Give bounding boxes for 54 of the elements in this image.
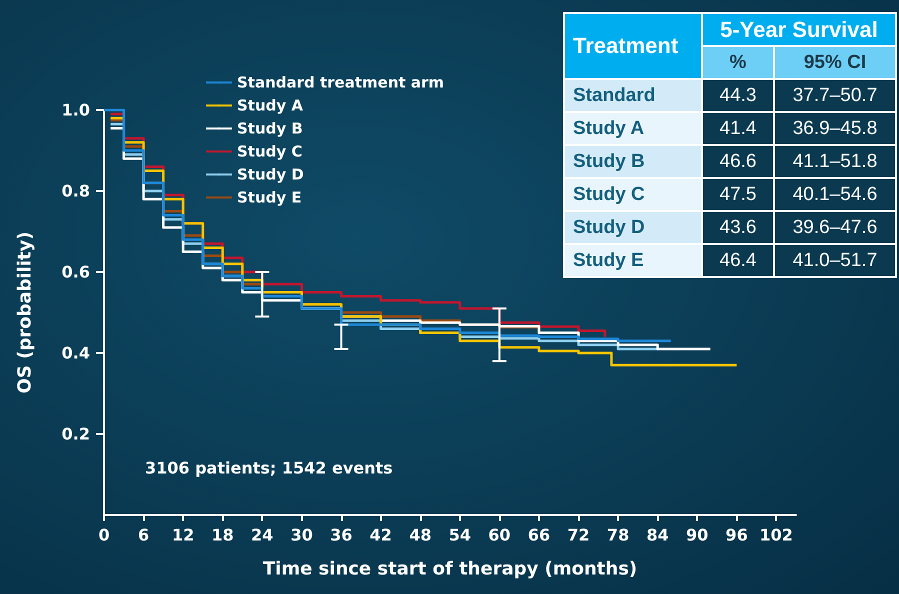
- annotation: 41.1–51.8: [774, 145, 896, 178]
- y-axis-title: OS (probability): [14, 232, 36, 394]
- text: 95% CI: [774, 46, 896, 79]
- text: Treatment: [564, 13, 702, 79]
- x-tick-label: 96: [726, 526, 748, 544]
- y-tick-label: 0.8: [62, 182, 90, 200]
- x-tick-label: 6: [138, 526, 150, 544]
- y-tick-label: 0.6: [62, 262, 90, 282]
- annotation: 43.6: [702, 211, 774, 244]
- text: Standard: [564, 79, 702, 112]
- x-axis-title: Time since start of therapy (months): [262, 558, 638, 580]
- x-tick-label: 84: [646, 526, 669, 544]
- annotation: 3106 patients; 1542 events: [145, 458, 393, 478]
- annotation: Study D: [564, 211, 702, 244]
- y-tick-label: 0.2: [62, 424, 90, 444]
- annotation: Study E: [564, 244, 702, 277]
- x-tick-label: 54: [448, 526, 472, 544]
- annotation: Study C: [564, 178, 702, 211]
- x-tick-label: 42: [370, 526, 392, 544]
- text: %: [702, 46, 774, 79]
- legend-label: Standard treatment arm: [237, 74, 444, 92]
- annotation: 47.5: [702, 178, 774, 211]
- legend-label: Study C: [237, 142, 302, 160]
- x-tick-label: 18: [211, 526, 234, 544]
- legend-label: Study E: [237, 188, 302, 206]
- x-tick-label: 60: [488, 526, 511, 544]
- text: 5-Year Survival: [702, 13, 896, 46]
- annotation: 46.4: [702, 244, 774, 277]
- x-tick-label: 78: [606, 526, 630, 544]
- x-tick-label: 48: [409, 526, 432, 544]
- text: 44.3: [702, 79, 774, 112]
- x-tick-label: 90: [686, 526, 708, 544]
- x-tick-label: 24: [251, 526, 274, 544]
- text: 37.7–50.7: [774, 79, 896, 112]
- annotation: 46.6: [702, 145, 774, 178]
- annotation: Study B: [564, 145, 702, 178]
- y-tick-label: 0.4: [62, 344, 90, 362]
- x-tick-label: 102: [760, 526, 793, 544]
- x-tick-label: 0: [98, 526, 110, 544]
- annotation: 41.4: [702, 112, 774, 145]
- x-tick-label: 66: [528, 526, 550, 544]
- legend-label: Study A: [237, 96, 304, 114]
- x-tick-label: 72: [567, 526, 590, 544]
- annotation: 39.6–47.6: [774, 211, 896, 244]
- legend-label: Study D: [237, 166, 304, 184]
- annotation: 40.1–54.6: [774, 178, 896, 211]
- x-tick-label: 30: [290, 526, 313, 544]
- x-tick-label: 12: [172, 526, 194, 544]
- y-tick-label: 1.0: [62, 100, 90, 120]
- annotation: 36.9–45.8: [774, 112, 896, 145]
- annotation: 41.0–51.7: [774, 244, 896, 277]
- annotation: Study A: [564, 112, 702, 145]
- x-tick-label: 36: [330, 526, 352, 544]
- legend-label: Study B: [237, 120, 303, 138]
